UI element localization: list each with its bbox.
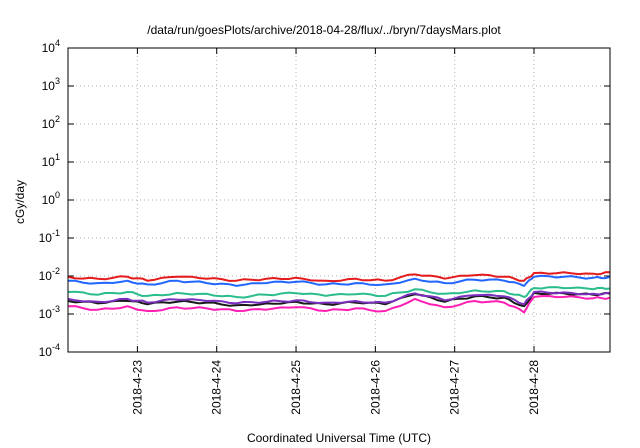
series-line <box>67 271 611 283</box>
x-tick-label: 2018-4-28 <box>527 360 541 415</box>
x-axis-label: Coordinated Universal Time (UTC) <box>247 431 431 445</box>
y-axis-label: cGy/day <box>13 180 27 224</box>
x-tick-label: 2018-4-23 <box>130 360 144 415</box>
chart-title: /data/run/goesPlots/archive/2018-04-28/f… <box>147 23 501 37</box>
y-tick-label: 101 <box>42 152 60 169</box>
x-tick-label: 2018-4-25 <box>289 360 303 415</box>
x-tick-label: 2018-4-24 <box>210 360 224 415</box>
x-tick-label: 2018-4-27 <box>448 360 462 415</box>
series-line <box>67 295 611 314</box>
y-tick-label: 10-4 <box>39 342 60 359</box>
series-line <box>67 290 611 306</box>
series-line <box>67 274 611 287</box>
x-tick-label: 2018-4-26 <box>368 360 382 415</box>
plot-frame <box>67 47 611 353</box>
y-tick-label: 102 <box>42 114 60 131</box>
y-tick-label: 100 <box>42 190 60 207</box>
series-line <box>67 286 611 299</box>
y-tick-label: 10-2 <box>39 266 60 283</box>
y-tick-label: 10-1 <box>39 228 60 245</box>
y-tick-label: 10-3 <box>39 304 60 321</box>
y-tick-label: 104 <box>42 38 60 55</box>
y-tick-label: 103 <box>42 76 60 93</box>
